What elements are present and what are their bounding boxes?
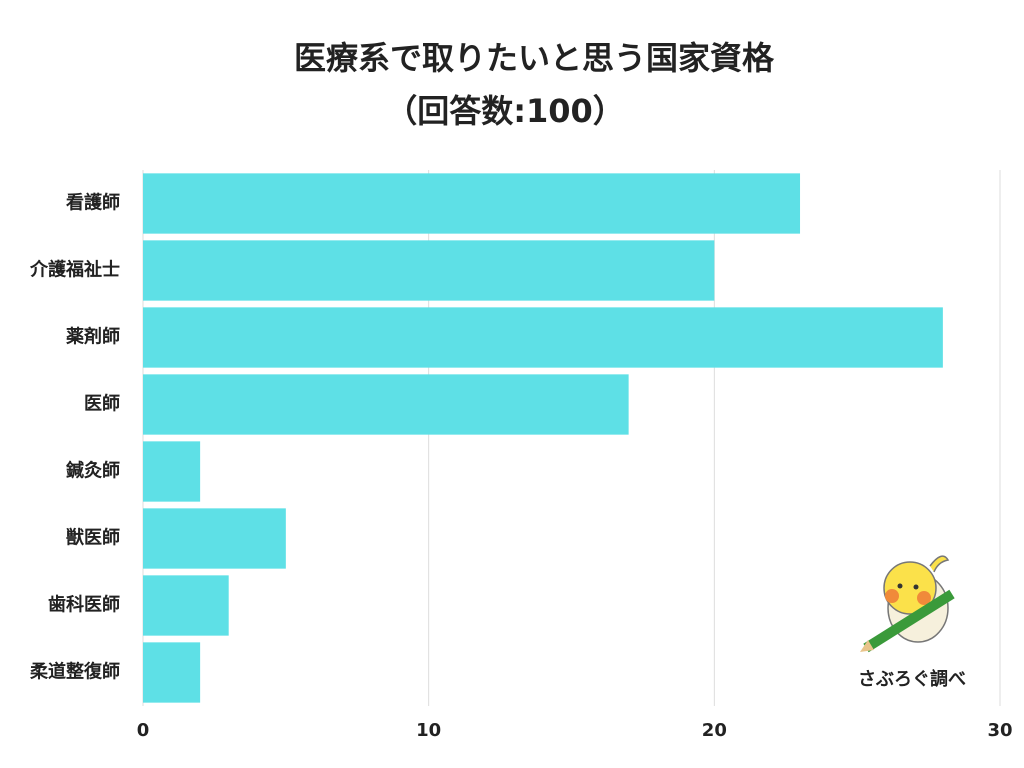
- bar: [143, 173, 801, 234]
- chart-title: 医療系で取りたいと思う国家資格: [294, 39, 775, 77]
- x-tick-label: 10: [416, 720, 441, 741]
- x-tick-label: 20: [702, 720, 727, 741]
- y-tick-label: 歯科医師: [48, 594, 120, 616]
- y-tick-label: 医師: [84, 393, 120, 415]
- y-tick-label: 介護福祉士: [29, 259, 120, 281]
- bar: [143, 240, 715, 301]
- bar: [143, 508, 286, 569]
- x-tick-label: 0: [137, 720, 150, 741]
- bar: [143, 374, 629, 435]
- chart-subtitle: （回答数:100）: [385, 92, 625, 130]
- y-tick-label: 獣医師: [66, 527, 120, 549]
- y-tick-label: 薬剤師: [66, 326, 120, 348]
- watermark: さぶろぐ調べ: [858, 668, 966, 690]
- y-tick-label: 柔道整復師: [30, 661, 120, 683]
- bar: [143, 441, 201, 502]
- bar: [143, 307, 943, 368]
- x-tick-label: 30: [987, 720, 1012, 741]
- bar: [143, 575, 229, 636]
- bar: [143, 642, 201, 703]
- y-tick-label: 鍼灸師: [66, 460, 120, 482]
- logo-bird: [860, 555, 955, 653]
- y-tick-label: 看護師: [65, 192, 120, 214]
